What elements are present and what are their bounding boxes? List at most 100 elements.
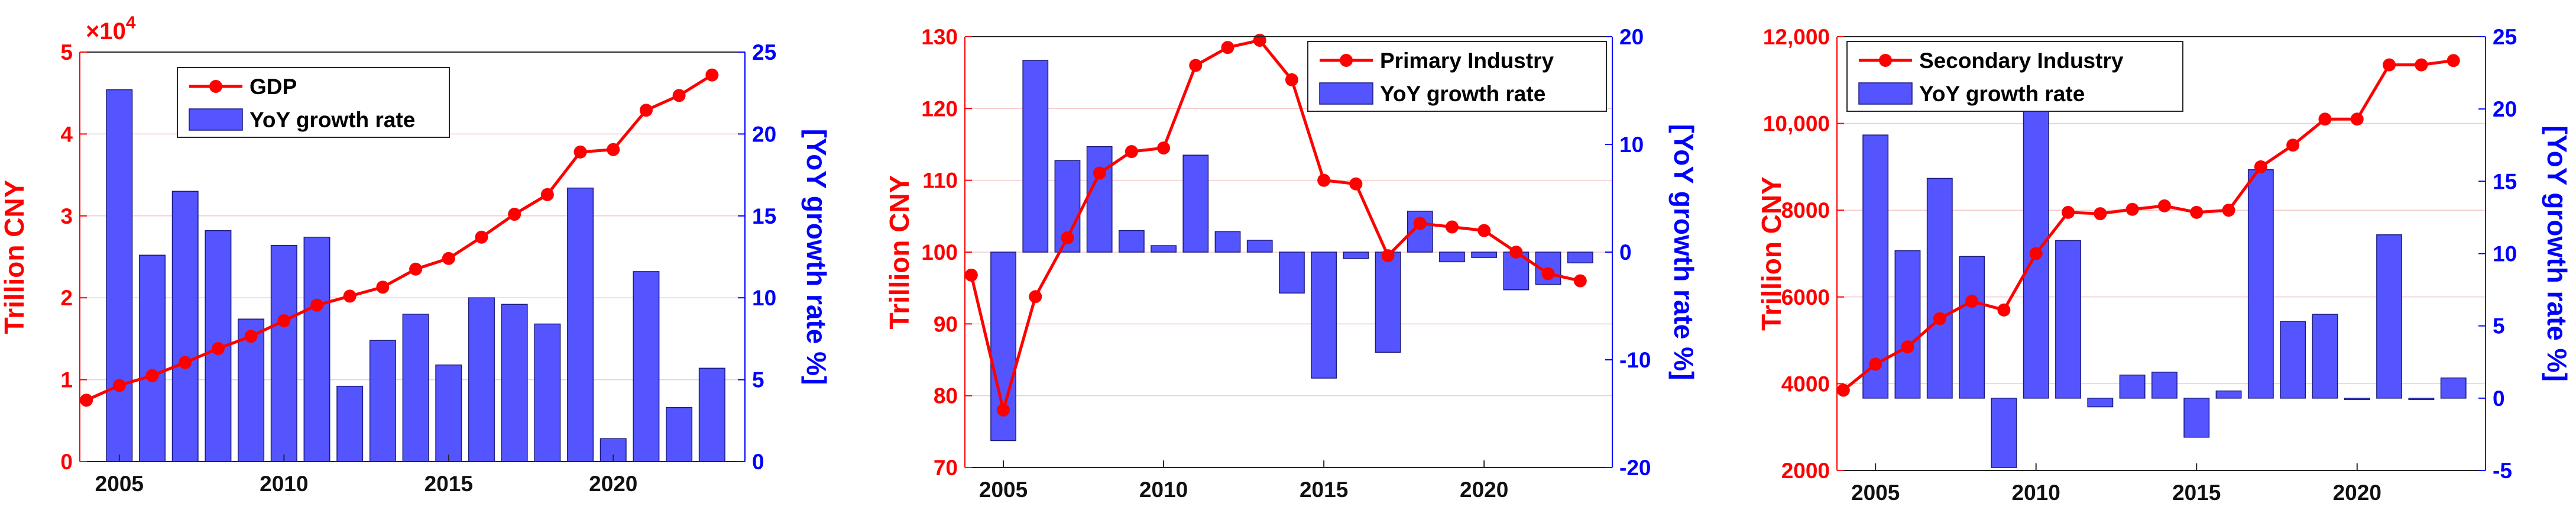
series-point xyxy=(607,143,620,156)
series-point xyxy=(1317,173,1331,187)
right-tick-label: 20 xyxy=(1619,25,1644,49)
series-point xyxy=(1157,141,1171,155)
legend-bar-label: YoY growth rate xyxy=(1919,82,2085,106)
left-axis-title: Trillion CNY xyxy=(0,180,30,334)
series-point xyxy=(244,330,258,343)
left-tick-label: 4000 xyxy=(1781,372,1830,396)
left-axis-title: Trillion CNY xyxy=(1756,176,1787,331)
right-tick-label: -10 xyxy=(1619,348,1651,372)
series-point xyxy=(277,314,291,327)
series-point xyxy=(376,281,390,294)
series-point xyxy=(1061,231,1074,244)
growth-bar xyxy=(1991,398,2017,468)
legend-line-label: Secondary Industry xyxy=(1919,49,2124,73)
series-point xyxy=(179,356,192,369)
legend-bar-swatch xyxy=(1858,82,1913,105)
chart-panel-secondary-industry: 2000 4000 6000 8000 10,000 12,000 -5 0 5 10 15 20 25… xyxy=(1717,0,2576,519)
series-point xyxy=(343,289,357,303)
left-tick-label: 10,000 xyxy=(1763,112,1830,136)
growth-bar xyxy=(1086,146,1113,253)
right-tick-label: 0 xyxy=(2493,386,2505,411)
growth-bar xyxy=(1567,252,1593,263)
left-tick-label: 8000 xyxy=(1781,198,1830,223)
series-point xyxy=(1285,73,1298,86)
series-point xyxy=(2447,54,2460,67)
x-tick-label: 2010 xyxy=(1139,478,1188,502)
right-tick-label: 0 xyxy=(752,450,764,474)
right-tick-label: 25 xyxy=(752,40,776,65)
series-point xyxy=(573,145,587,159)
x-tick-label: 2020 xyxy=(1460,478,1508,502)
right-axis-title: [YoY growth rate %] xyxy=(1668,124,1699,381)
growth-bar xyxy=(1118,230,1145,253)
growth-bar xyxy=(369,340,396,462)
series-point xyxy=(1933,312,1946,325)
series-point xyxy=(1381,249,1395,263)
series-point xyxy=(475,230,488,244)
x-tick-label: 2020 xyxy=(589,472,637,496)
growth-bar xyxy=(2344,398,2370,401)
growth-bar xyxy=(567,187,594,462)
growth-bar xyxy=(1439,252,1465,263)
growth-bar xyxy=(2280,321,2306,399)
growth-bar xyxy=(1375,252,1401,353)
x-tick-label: 2005 xyxy=(1851,481,1900,505)
growth-bar xyxy=(336,385,364,462)
left-tick-label: 70 xyxy=(934,456,958,480)
growth-bar xyxy=(303,237,330,462)
legend-bar-swatch xyxy=(189,108,243,131)
series-point xyxy=(705,68,719,82)
series-point xyxy=(1836,383,1850,397)
right-tick-label: 5 xyxy=(2493,314,2505,339)
legend-line-label: Primary Industry xyxy=(1380,49,1554,73)
left-tick-label: 2000 xyxy=(1781,459,1830,483)
series-point xyxy=(1349,177,1363,191)
legend-marker-swatch xyxy=(1879,54,1892,67)
series-point xyxy=(639,104,653,117)
series-point xyxy=(1965,295,1979,308)
chart-panel-primary-industry: 70 80 90 100 110 120 130 -20 -10 0 10 20 2005 2010 201… xyxy=(858,0,1717,519)
series-point xyxy=(2286,138,2300,152)
left-tick-label: 12,000 xyxy=(1763,25,1830,49)
secondary-industry-chart: 2000 4000 6000 8000 10,000 12,000 -5 0 5 10 15 20 25… xyxy=(1756,25,2572,505)
series-point xyxy=(1093,166,1106,180)
series-point xyxy=(1029,290,1042,304)
growth-bar xyxy=(534,323,561,462)
right-tick-label: -20 xyxy=(1619,456,1651,480)
left-axis-title: Trillion CNY xyxy=(884,175,915,330)
growth-bar xyxy=(1894,250,1921,399)
series-point xyxy=(1477,224,1491,237)
growth-bar xyxy=(1862,134,1889,399)
growth-bar xyxy=(402,314,429,462)
left-tick-label: 100 xyxy=(921,240,958,265)
left-tick-label: 4 xyxy=(60,122,73,146)
series-point xyxy=(1189,59,1203,72)
growth-bar xyxy=(1959,256,1985,399)
growth-bar xyxy=(1214,231,1241,253)
growth-bar xyxy=(468,297,495,462)
x-tick-label: 2005 xyxy=(95,472,144,496)
growth-bar xyxy=(106,89,133,462)
growth-bar xyxy=(633,271,660,462)
growth-bar xyxy=(1279,252,1305,294)
x-tick-label: 2015 xyxy=(2172,481,2221,505)
right-tick-label: 10 xyxy=(2493,242,2517,266)
series-point xyxy=(1221,41,1234,54)
right-tick-label: 10 xyxy=(752,286,776,310)
growth-bar xyxy=(2215,390,2242,399)
series-point xyxy=(1509,246,1523,259)
series-point xyxy=(1125,145,1138,159)
left-tick-label: 120 xyxy=(921,96,958,121)
gdp-chart: 0 1 2 3 4 5 0 5 10 15 20 25 2005 2010 2015 2020 ×104 Tril… xyxy=(0,13,832,496)
series-point xyxy=(1997,303,2011,317)
chart-panel-gdp: 0 1 2 3 4 5 0 5 10 15 20 25 2005 2010 2015 2020 ×104 Tril… xyxy=(0,0,858,519)
series-point xyxy=(2094,207,2107,221)
x-tick-label: 2005 xyxy=(979,478,1028,502)
right-tick-label: 25 xyxy=(2493,25,2517,49)
series-point xyxy=(672,89,686,102)
growth-bar xyxy=(1182,154,1209,253)
right-tick-label: 5 xyxy=(752,368,764,392)
left-tick-label: 6000 xyxy=(1781,285,1830,310)
legend-bar-label: YoY growth rate xyxy=(1380,82,1545,106)
primary-industry-chart: 70 80 90 100 110 120 130 -20 -10 0 10 20 2005 2010 201… xyxy=(884,25,1699,502)
